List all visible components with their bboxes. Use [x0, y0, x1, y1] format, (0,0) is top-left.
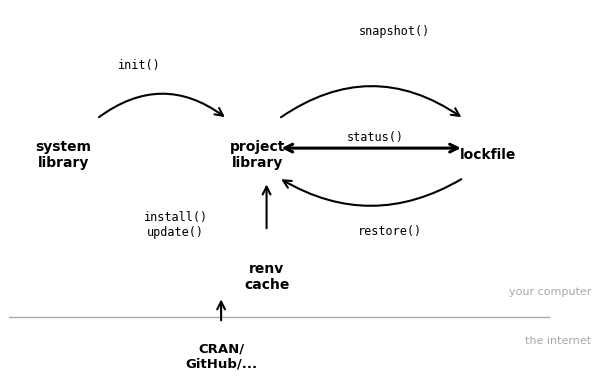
- Text: system
library: system library: [35, 140, 91, 170]
- Text: the internet: the internet: [525, 336, 591, 346]
- Text: lockfile: lockfile: [460, 148, 516, 162]
- Text: CRAN/
GitHub/...: CRAN/ GitHub/...: [185, 343, 257, 371]
- Text: install()
update(): install() update(): [144, 212, 207, 239]
- Text: status(): status(): [347, 131, 405, 144]
- Text: init(): init(): [118, 59, 160, 72]
- Text: renv
cache: renv cache: [244, 262, 289, 292]
- Text: project
library: project library: [230, 140, 285, 170]
- Text: snapshot(): snapshot(): [358, 25, 430, 38]
- Text: your computer: your computer: [509, 287, 591, 297]
- Text: restore(): restore(): [357, 225, 422, 237]
